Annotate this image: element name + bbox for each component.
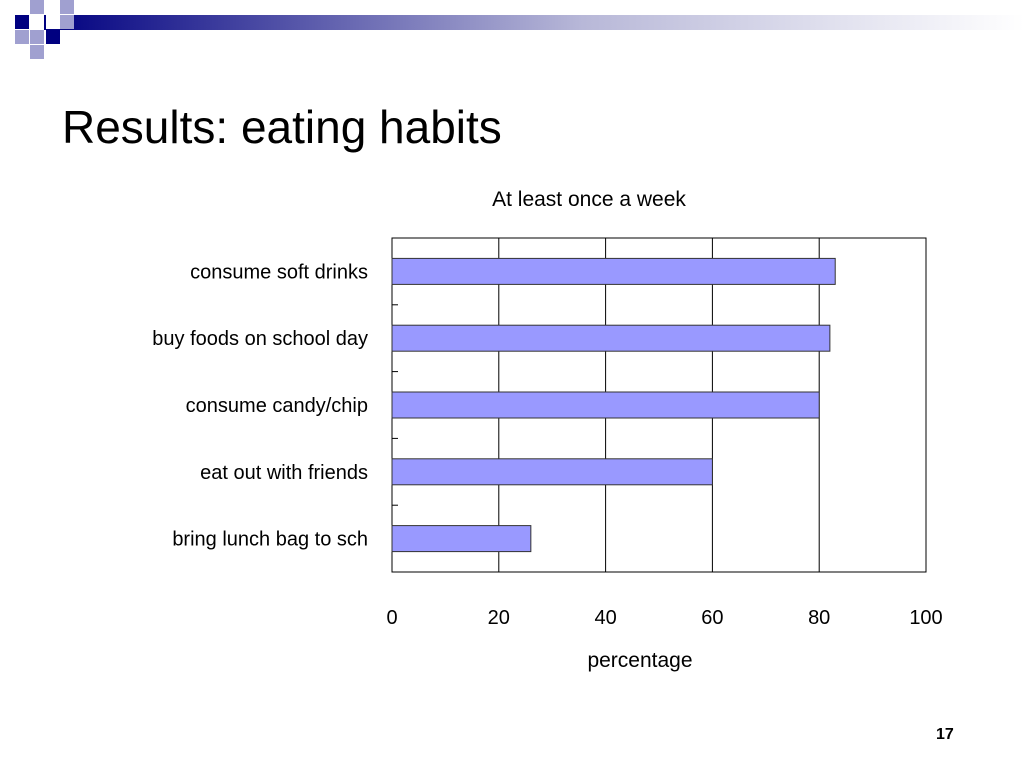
decoration-square-6: [46, 30, 60, 44]
decoration-square-0: [15, 15, 29, 29]
decoration-square-7: [30, 45, 44, 59]
x-tick-label: 0: [386, 607, 397, 629]
corner-decoration: [15, 0, 1024, 59]
decoration-square-1: [30, 0, 44, 14]
x-tick-label: 80: [808, 607, 830, 629]
x-axis-label: percentage: [587, 649, 692, 672]
decoration-square-5: [30, 30, 44, 44]
decoration-square-4: [15, 30, 29, 44]
page-number: 17: [936, 726, 954, 743]
category-label: consume soft drinks: [190, 261, 368, 283]
bar-2: [391, 391, 820, 419]
slide-title: Results: eating habits: [62, 101, 502, 153]
decoration-square-3: [60, 0, 74, 14]
header-gradient-strip: [44, 15, 1024, 30]
category-label: bring lunch bag to sch: [172, 529, 368, 551]
category-label: consume candy/chip: [186, 395, 368, 417]
x-tick-label: 100: [909, 607, 942, 629]
bar-3: [391, 458, 713, 486]
x-tick-label: 60: [701, 607, 723, 629]
decoration-square-2: [46, 15, 60, 29]
chart-title: At least once a week: [492, 188, 686, 211]
bar-4: [391, 525, 532, 553]
bar-1: [391, 324, 831, 352]
x-tick-label: 40: [594, 607, 616, 629]
category-label: eat out with friends: [200, 462, 368, 484]
bar-0: [391, 257, 836, 285]
decoration-square-8: [60, 15, 74, 29]
category-label: buy foods on school day: [152, 328, 368, 350]
bar-chart: At least once a week 0 20 40 60 80 100 percenta…: [152, 188, 942, 672]
x-tick-label: 20: [488, 607, 510, 629]
